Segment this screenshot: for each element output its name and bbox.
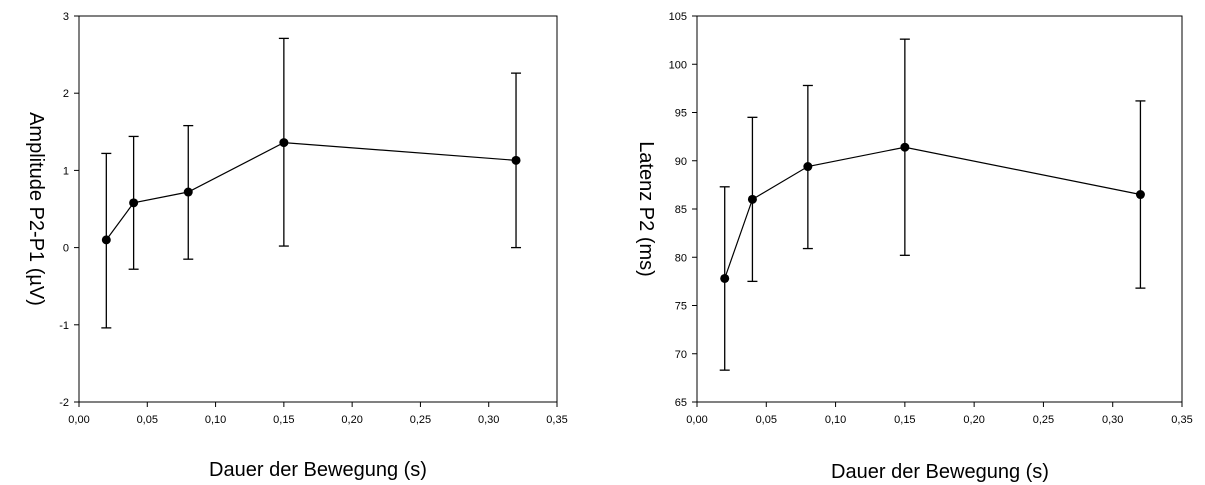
x-tick-label: 0,05 — [756, 414, 777, 426]
y-tick-label: 2 — [63, 88, 69, 100]
x-tick-label: 0,20 — [341, 414, 362, 426]
y-tick-label: 100 — [669, 59, 687, 71]
x-tick-label: 0,10 — [825, 414, 846, 426]
x-tick-label: 0,30 — [478, 414, 499, 426]
x-tick-label: 0,30 — [1102, 414, 1123, 426]
x-tick-label: 0,20 — [963, 414, 984, 426]
y-tick-label: 80 — [675, 252, 687, 264]
data-point — [511, 155, 521, 165]
x-tick-label: 0,10 — [205, 414, 226, 426]
x-tick-label: 0,15 — [894, 414, 915, 426]
data-point — [129, 198, 139, 208]
y-axis-title: Latenz P2 (ms) — [635, 141, 657, 277]
x-tick-label: 0,35 — [546, 414, 567, 426]
y-tick-label: 90 — [675, 156, 687, 168]
x-axis-title: Dauer der Bewegung (s) — [209, 459, 427, 481]
x-axis-title: Dauer der Bewegung (s) — [831, 461, 1049, 483]
data-point — [747, 194, 757, 204]
y-tick-label: 1 — [63, 165, 69, 177]
data-point — [101, 235, 111, 245]
x-tick-label: 0,00 — [686, 414, 707, 426]
data-point — [803, 162, 813, 172]
data-point — [900, 142, 910, 152]
x-tick-label: 0,35 — [1171, 414, 1192, 426]
y-tick-label: 105 — [669, 11, 687, 23]
y-tick-label: 65 — [675, 397, 687, 409]
x-tick-label: 0,25 — [1033, 414, 1054, 426]
data-point — [183, 187, 193, 197]
plot-frame — [696, 15, 1183, 403]
series-line — [724, 146, 1141, 279]
y-tick-label: 95 — [675, 108, 687, 120]
data-point — [720, 273, 730, 283]
y-tick-label: 0 — [63, 243, 69, 255]
data-point — [1135, 190, 1145, 200]
y-tick-label: 85 — [675, 204, 687, 216]
y-axis-title: Amplitude P2-P1 (µV) — [25, 112, 47, 306]
y-tick-label: 3 — [63, 11, 69, 23]
x-tick-label: 0,05 — [137, 414, 158, 426]
plot-frame — [78, 15, 558, 403]
y-tick-label: -2 — [59, 397, 69, 409]
x-tick-label: 0,15 — [273, 414, 294, 426]
x-tick-label: 0,25 — [410, 414, 431, 426]
y-tick-label: 70 — [675, 349, 687, 361]
data-point — [279, 138, 289, 148]
y-tick-label: -1 — [59, 320, 69, 332]
x-tick-label: 0,00 — [68, 414, 89, 426]
y-tick-label: 75 — [675, 301, 687, 313]
chart-amplitude: 0,00 0,05 0,10 0,15 0,20 0,25 0,30 0,35 -2 -1 0 1 2 3… — [25, 11, 568, 481]
